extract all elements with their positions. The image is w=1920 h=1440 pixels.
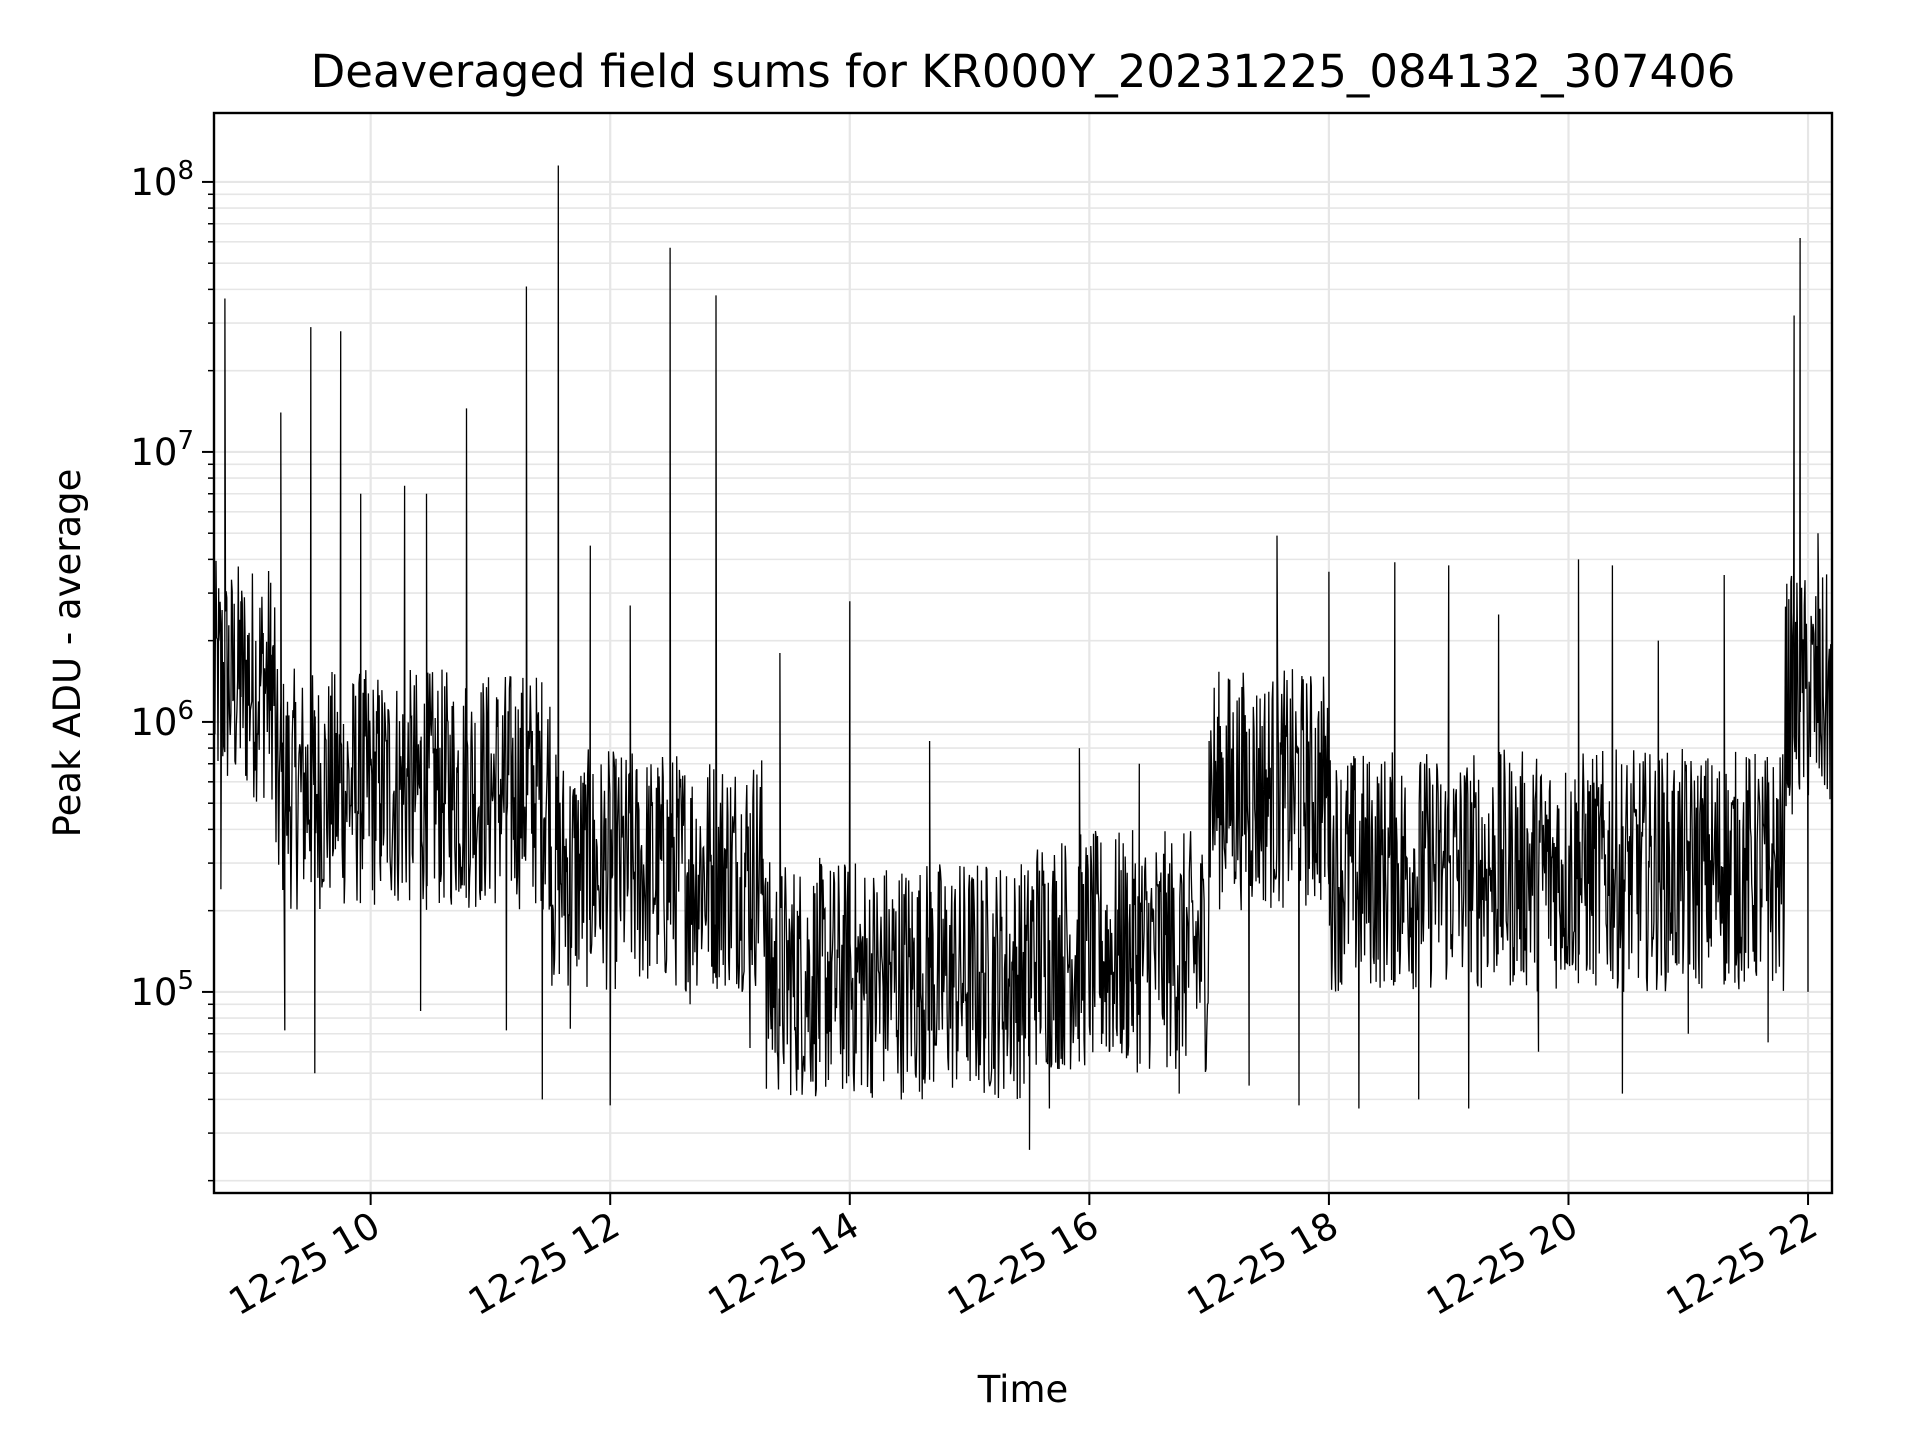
series-line [213,165,1833,1150]
y-tick-exponent: 6 [177,696,194,726]
y-tick-exponent: 8 [177,156,194,186]
y-tick-base: 10 [130,971,177,1014]
y-tick-base: 10 [130,431,177,474]
plot-frame [212,111,1834,1195]
y-tick-base: 10 [130,701,177,744]
y-tick-label: 108 [130,156,194,204]
chart-title: Deaveraged field sums for KR000Y_2023122… [311,45,1736,98]
grid [214,113,1832,1193]
y-tick-base: 10 [130,161,177,204]
y-tick-label: 106 [130,696,194,744]
y-tick-label: 105 [130,966,194,1014]
y-tick-exponent: 5 [177,966,194,996]
y-axis-label: Peak ADU - average [46,469,89,838]
y-tick-label: 107 [130,426,194,474]
x-axis-label: Time [977,1368,1069,1411]
y-tick-exponent: 7 [177,426,194,456]
series-path [213,165,1833,1150]
